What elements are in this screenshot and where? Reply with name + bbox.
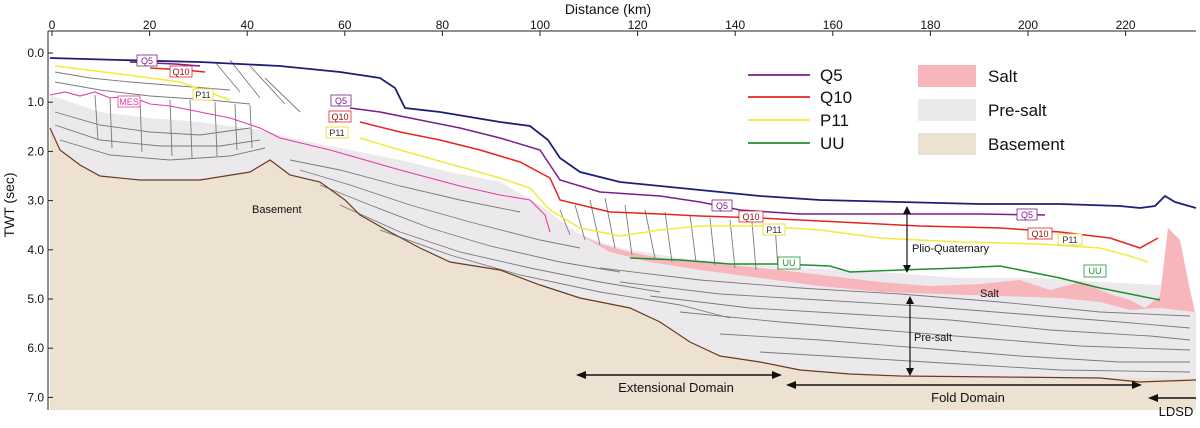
pre-salt-arrow-head-top	[906, 296, 914, 304]
tag-mes: MES	[119, 97, 139, 107]
tag-p11-c: P11	[766, 225, 781, 235]
fold-arrow-right	[1132, 381, 1142, 389]
legend-label-uu: UU	[820, 134, 845, 153]
tag-q5-a: Q5	[141, 56, 153, 66]
plio-quaternary-annotation: Plio-Quaternary	[912, 243, 990, 255]
fold-arrow-left	[786, 381, 796, 389]
mes-line	[49, 91, 551, 233]
tag-q10-d: Q10	[1031, 229, 1048, 239]
x-tick-label: 140	[725, 18, 745, 32]
horizon-tags: Q5 Q10 P11 MES Q5 Q10 P11 Q5 Q10 P11 UU …	[117, 54, 1107, 278]
plio-arrow-head-top	[903, 206, 911, 214]
x-tick-label: 100	[530, 18, 550, 32]
uu-line	[629, 257, 1161, 301]
x-tick-label: 160	[823, 18, 843, 32]
y-axis-title: TWT (sec)	[1, 172, 17, 237]
x-tick-label: 80	[436, 18, 450, 32]
tag-p11-d: P11	[1062, 235, 1077, 245]
tag-q10-a: Q10	[172, 67, 189, 77]
x-tick-label: 200	[1018, 18, 1038, 32]
legend-swatch-basement	[918, 133, 976, 155]
y-tick-label: 5.0	[27, 292, 44, 306]
y-tick-group: 0.0 1.0 2.0 3.0 4.0 5.0 6.0 7.0	[27, 46, 53, 404]
ldsd-arrow-left	[1148, 394, 1158, 402]
tag-uu-d: UU	[1089, 266, 1102, 276]
seafloor-line	[49, 57, 1197, 209]
p11-line	[359, 137, 1149, 263]
y-tick-label: 1.0	[27, 95, 44, 109]
legend-label-salt: Salt	[988, 67, 1018, 86]
x-tick-label: 120	[628, 18, 648, 32]
tag-q5-b: Q5	[335, 96, 347, 106]
x-tick-label: 20	[143, 18, 157, 32]
legend: Q5 Q10 P11 UU Salt Pre-salt Basement	[748, 65, 1065, 155]
basement-annotation: Basement	[252, 204, 302, 216]
ldsd-label: LDSD	[1159, 404, 1194, 419]
fold-domain-label: Fold Domain	[931, 390, 1005, 405]
salt-annotation: Salt	[980, 288, 999, 300]
tag-p11-a: P11	[195, 90, 210, 100]
extensional-domain-label: Extensional Domain	[618, 380, 734, 395]
x-tick-label: 60	[338, 18, 352, 32]
y-tick-label: 2.0	[27, 144, 44, 158]
legend-label-p11: P11	[820, 111, 849, 130]
x-tick-label: 0	[49, 18, 56, 32]
tag-uu-c: UU	[783, 258, 796, 268]
x-tick-label: 220	[1116, 18, 1136, 32]
salt-fill	[575, 228, 1195, 312]
tag-q10-b: Q10	[331, 112, 348, 122]
legend-label-q5: Q5	[820, 66, 843, 85]
x-tick-label: 40	[241, 18, 255, 32]
pre-salt-annotation: Pre-salt	[914, 332, 952, 344]
x-axis-title: Distance (km)	[565, 1, 651, 17]
tag-p11-b: P11	[329, 128, 344, 138]
pre-salt-arrow-head-bottom	[906, 368, 914, 376]
legend-label-basement: Basement	[988, 135, 1065, 154]
tag-q10-c: Q10	[742, 212, 759, 222]
y-tick-label: 0.0	[27, 46, 44, 60]
reflector-group	[54, 59, 1191, 373]
y-tick-label: 3.0	[27, 194, 44, 208]
q5-line	[349, 107, 1046, 216]
x-tick-group: 0 20 40 60 80 100 120 140 160 180 200 220	[49, 18, 1136, 36]
y-tick-label: 6.0	[27, 341, 44, 355]
extensional-arrow-left	[576, 371, 586, 379]
legend-swatch-salt	[918, 65, 976, 87]
x-tick-label: 180	[920, 18, 940, 32]
basement-fill	[50, 128, 1196, 410]
legend-label-pre-salt: Pre-salt	[988, 101, 1047, 120]
tag-q5-c: Q5	[716, 201, 728, 211]
y-tick-label: 4.0	[27, 243, 44, 257]
y-tick-label: 7.0	[27, 390, 44, 404]
extensional-arrow-right	[772, 371, 782, 379]
q10-line	[359, 121, 1159, 249]
plio-arrow-head-bottom	[903, 265, 911, 273]
ldsd-fill	[1140, 380, 1196, 410]
basement-line	[49, 127, 1197, 383]
legend-label-q10: Q10	[820, 88, 852, 107]
legend-swatch-pre-salt	[918, 99, 976, 121]
tag-q5-d: Q5	[1021, 210, 1033, 220]
